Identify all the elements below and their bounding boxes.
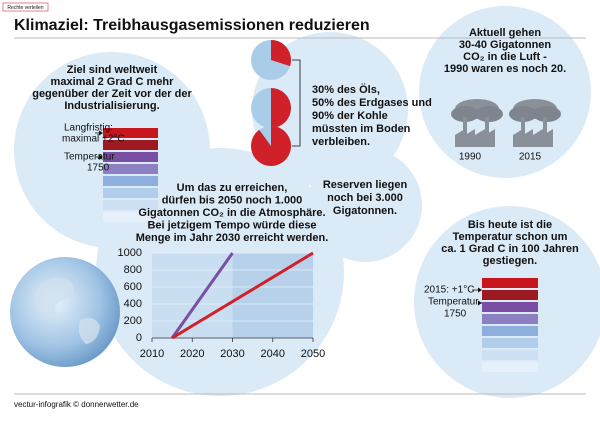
x-tick-label: 2050 [301, 348, 325, 360]
temperature-stripe [103, 152, 158, 162]
y-tick-label: 400 [124, 298, 142, 310]
pie-slice [251, 126, 291, 166]
warming-text: Bis heute ist die [468, 219, 552, 231]
credit: vectur-infografik © donnerwetter.de [14, 400, 139, 409]
pie-slice [271, 40, 291, 67]
pie-slice [271, 88, 291, 128]
temperature-stripe [103, 176, 158, 186]
fossil-text: 50% des Erdgases und [312, 97, 432, 109]
fossil-text: verbleiben. [312, 136, 370, 148]
y-tick-label: 600 [124, 281, 142, 293]
reserves-text: noch bei 3.000 [327, 192, 403, 204]
tag: Rechte verteilen [7, 5, 43, 11]
temperature-stripe [103, 128, 158, 138]
reserves-text: Reserven liegen [323, 179, 408, 191]
cloud [451, 106, 479, 122]
y-tick-label: 0 [136, 332, 142, 344]
tag-box [2, 2, 49, 12]
warming-text: gestiegen. [483, 255, 537, 267]
temperature-stripe [103, 200, 158, 210]
cloud [509, 106, 537, 122]
pointer-head [99, 154, 103, 160]
current-text: CO₂ in die Luft - [463, 51, 547, 63]
x-tick-label: 2020 [180, 348, 204, 360]
factory [455, 129, 495, 147]
pointer-head [478, 300, 482, 306]
pointer-head [478, 287, 482, 293]
exceeded-area [232, 253, 313, 338]
warming-text: ca. 1 Grad C in 100 Jahren [441, 243, 579, 255]
temperature-stripe [482, 362, 538, 372]
y-tick-label: 1000 [118, 247, 142, 259]
temperature-stripe [482, 350, 538, 360]
goal-text: maximal 2 Grad C mehr [51, 76, 175, 88]
current-text: 30-40 Gigatonnen [459, 39, 552, 51]
warming-label: Temperatur [428, 297, 479, 308]
warming-label: 2015: +1°C [424, 285, 474, 296]
year-label: 1990 [459, 152, 482, 163]
budget-text: Gigatonnen CO₂ in die Atmosphäre. [138, 207, 325, 219]
temperature-stripe [103, 164, 158, 174]
current-text: Aktuell gehen [469, 27, 541, 39]
globe-land [78, 318, 100, 344]
chimney [463, 117, 467, 139]
temperature-stripe [482, 302, 538, 312]
temperature-stripe [482, 290, 538, 300]
fossil-text: 30% des Öls, [312, 83, 380, 96]
goal-text: gegenüber der Zeit vor der der [32, 88, 192, 100]
budget-text: Um das zu erreichen, [177, 182, 288, 194]
goal-text: Industrialisierung. [64, 100, 159, 112]
chimney [485, 117, 489, 139]
budget-text: Menge im Jahr 2030 erreicht werden. [136, 232, 329, 244]
temperature-stripe [482, 314, 538, 324]
temperature-stripe [103, 140, 158, 150]
title: Klimaziel: Treibhausgasemissionen reduzi… [14, 17, 370, 34]
x-tick-label: 2040 [261, 348, 285, 360]
x-tick-label: 2030 [220, 348, 244, 360]
budget-text: Bei jetzigem Tempo würde diese [147, 219, 316, 231]
bubble [308, 148, 422, 262]
temperature-stripe [103, 188, 158, 198]
bracket [292, 59, 301, 147]
goal-text: Ziel sind weltweit [67, 64, 158, 76]
temperature-stripe [482, 338, 538, 348]
pointer-head [99, 130, 103, 136]
temperature-stripe [103, 212, 158, 222]
goal-label: Temperatur [64, 152, 115, 163]
warming-text: Temperatur schon um [453, 231, 568, 243]
fossil-text: müssten im Boden [312, 123, 411, 135]
globe-land [35, 277, 74, 318]
temperature-stripe [482, 326, 538, 336]
cloud [533, 106, 561, 122]
budget-text: dürfen bis 2050 noch 1.000 [162, 194, 303, 206]
fossil-text: 90% der Kohle [312, 110, 388, 122]
goal-label: Langfristig: [64, 123, 113, 134]
line-series [170, 252, 234, 339]
current-text: 1990 waren es noch 20. [444, 63, 566, 75]
globe [10, 257, 120, 367]
line-series [171, 251, 314, 340]
goal-label: 1750 [87, 163, 110, 174]
factory [513, 129, 553, 147]
cloud [475, 106, 503, 122]
reserves-text: Gigatonnen. [333, 205, 397, 217]
warming-label: 1750 [444, 309, 467, 320]
chimney [521, 117, 525, 139]
y-tick-label: 800 [124, 264, 142, 276]
goal-label: maximal +2°C [62, 134, 125, 145]
temperature-stripe [482, 278, 538, 288]
year-label: 2015 [519, 152, 542, 163]
chimney [543, 117, 547, 139]
x-tick-label: 2010 [140, 348, 164, 360]
y-tick-label: 200 [124, 315, 142, 327]
